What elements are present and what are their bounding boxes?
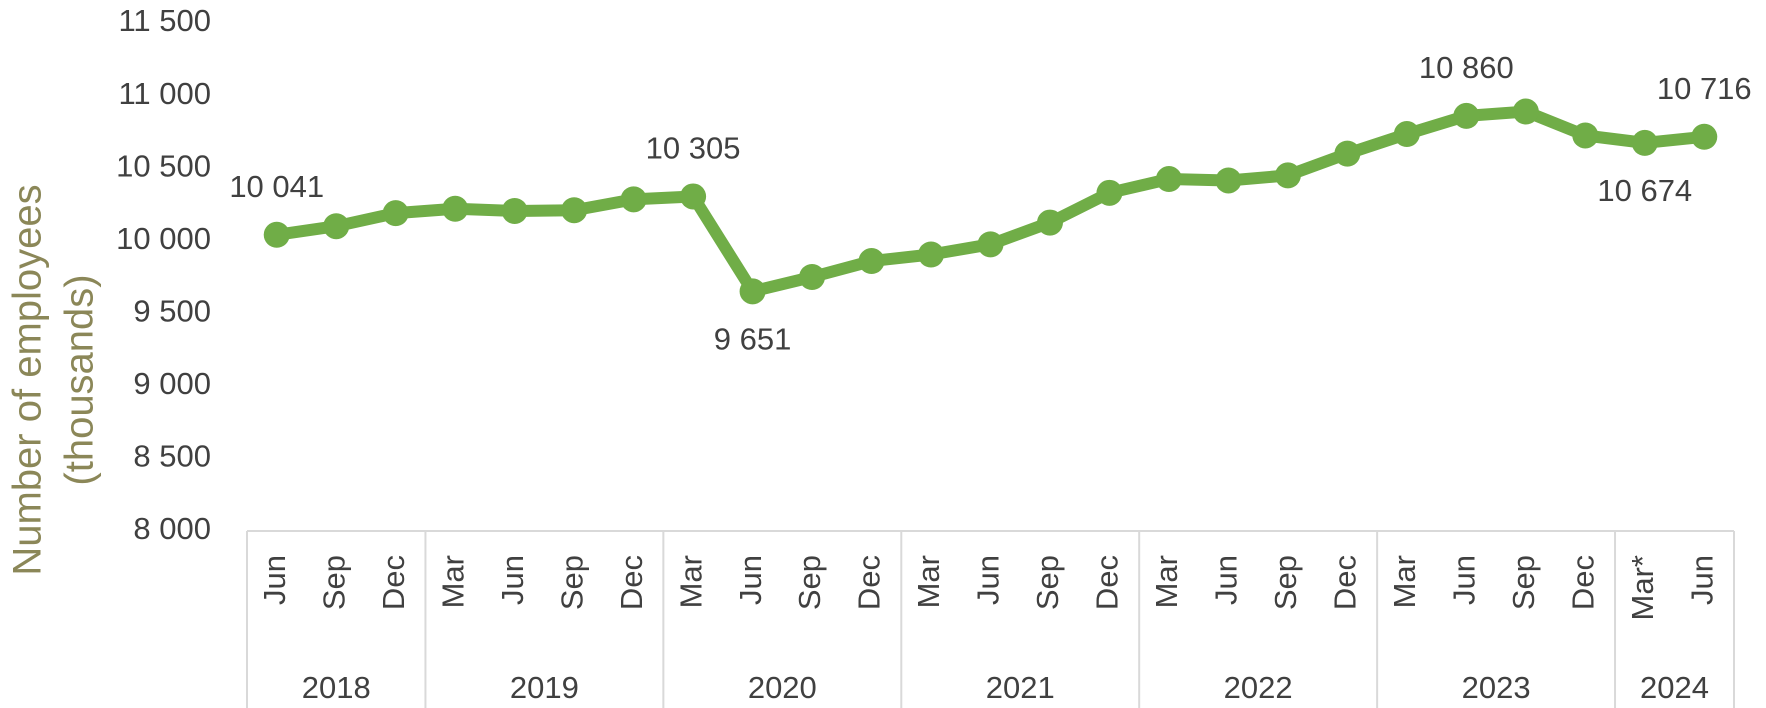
x-tick-label: Jun [1447,555,1482,605]
y-tick-label: 8 500 [133,439,211,474]
x-tick-label: Mar [911,555,946,608]
marker [323,213,350,240]
marker [1155,166,1182,193]
y-tick-label: 9 000 [133,366,211,401]
x-tick-label: Sep [1030,555,1065,610]
group-label: 2021 [986,670,1055,705]
data-label: 10 041 [229,169,324,204]
line [275,105,1705,298]
y-tick-label: 9 500 [133,293,211,328]
marker [1512,98,1539,125]
marker [1334,140,1361,167]
group-label: 2023 [1462,670,1531,705]
data-label: 10 716 [1657,71,1752,106]
x-tick-label: Sep [792,555,827,610]
x-tick-label: Sep [1268,555,1303,610]
marker [799,264,826,290]
marker [620,186,647,213]
x-tick-label: Mar [1149,555,1184,608]
marker [1215,167,1242,194]
y-tick-label: 8 000 [133,511,211,546]
marker [561,197,588,224]
y-tick-label: 11 000 [118,76,211,111]
x-tick-label: Mar [435,555,470,608]
data-label: 10 674 [1597,173,1692,208]
y-axis-label: Number of employees [6,184,50,575]
marker [1572,122,1599,149]
x-tick-label: Dec [1090,555,1125,610]
marker [858,248,885,275]
x-tick-label: Sep [554,555,589,610]
marker [1274,162,1301,189]
marker [1691,123,1718,150]
marker [918,241,945,268]
group-label: 2022 [1224,670,1293,705]
marker [1631,129,1658,156]
x-tick-label: Mar [1387,555,1422,608]
group-label: 2020 [748,670,817,705]
x-tick-label: Dec [1328,555,1363,610]
data-label: 10 860 [1419,50,1514,85]
y-axis-label: (thousands) [58,274,102,485]
y-tick-label: 10 000 [116,221,211,256]
group-label: 2018 [302,670,371,705]
group-label: 2024 [1640,670,1709,705]
x-tick-label: Jun [1209,555,1244,605]
marker [442,195,469,222]
marker [977,231,1004,258]
marker [1393,121,1420,148]
data-label: 9 651 [714,322,792,357]
x-tick-label: Jun [733,555,768,605]
marker [1036,209,1063,236]
y-tick-label: 10 500 [116,148,211,183]
marker [1096,179,1123,206]
marker [739,278,766,305]
marker [263,221,290,248]
group-label: 2019 [510,670,579,705]
x-tick-label: Dec [1565,555,1600,610]
x-tick-label: Dec [852,555,887,610]
x-tick-label: Mar* [1625,555,1660,620]
x-tick-label: Jun [971,555,1006,605]
x-tick-label: Sep [316,555,351,610]
x-tick-label: Jun [257,555,292,605]
data-label: 10 305 [646,131,741,166]
x-tick-label: Jun [1684,555,1719,605]
x-tick-label: Mar [673,555,708,608]
y-tick-label: 11 500 [118,3,211,38]
marker [1453,102,1480,129]
x-tick-label: Dec [614,555,649,610]
x-tick-label: Sep [1506,555,1541,610]
marker [382,200,409,227]
x-tick-label: Jun [495,555,530,605]
marker [680,183,707,210]
x-tick-label: Dec [376,555,411,610]
marker [501,197,528,224]
